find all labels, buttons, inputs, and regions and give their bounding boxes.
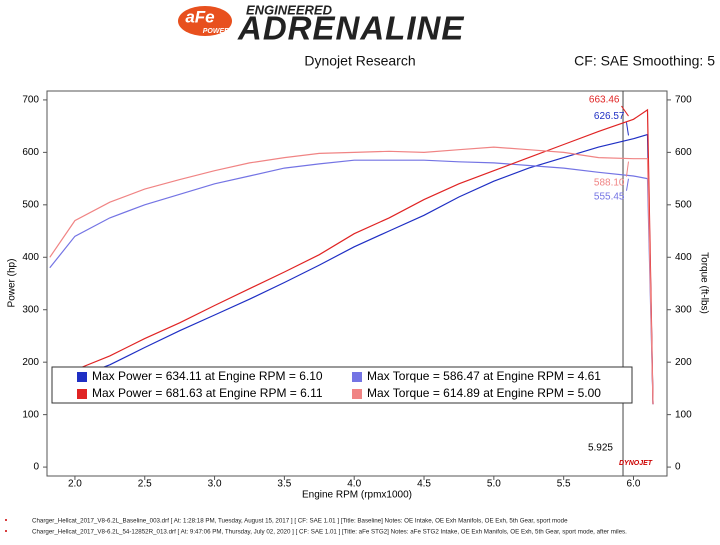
- legend-box: [51, 366, 633, 404]
- subtitle: CF: SAE Smoothing: 5: [574, 53, 715, 69]
- y2-tick-label: 400: [675, 252, 692, 263]
- y-tick-label: 700: [22, 95, 39, 106]
- series-line: [49, 146, 654, 405]
- legend-label: Max Torque = 586.47 at Engine RPM = 4.61: [367, 369, 601, 383]
- annotation-label: 588.10: [594, 177, 625, 188]
- y-axis-label: Power (hp): [7, 259, 18, 308]
- plot-area: [46, 90, 668, 477]
- y2-tick-label: 300: [675, 304, 692, 315]
- y-tick-label: 600: [22, 147, 39, 158]
- annotation-label: 555.45: [594, 191, 625, 202]
- legend-label: Max Torque = 614.89 at Engine RPM = 5.00: [367, 386, 601, 400]
- x-tick-label: 2.5: [138, 479, 152, 490]
- x-tick-label: 6.0: [627, 479, 641, 490]
- legend-swatch: [352, 372, 362, 382]
- y2-tick-label: 700: [675, 95, 692, 106]
- y-tick-label: 100: [22, 409, 39, 420]
- tagline: ENGINEERED: [246, 2, 333, 17]
- y-tick-label: 0: [33, 462, 39, 473]
- annotation-arrow: [621, 105, 629, 117]
- legend-label: Max Power = 681.63 at Engine RPM = 6.11: [92, 386, 323, 400]
- y2-tick-label: 0: [675, 462, 681, 473]
- annotation-arrow: [625, 122, 629, 136]
- x-tick-label: 5.0: [487, 479, 501, 490]
- y2-tick-label: 200: [675, 357, 692, 368]
- y-tick-label: 400: [22, 252, 39, 263]
- y2-axis-label: Torque (ft-lbs): [698, 252, 709, 314]
- legend-swatch: [352, 389, 362, 399]
- y2-tick-label: 600: [675, 147, 692, 158]
- footer-line: Charger_Hellcat_2017_V8-6.2L_54-12852R_0…: [32, 529, 627, 536]
- x-tick-label: 4.0: [347, 479, 361, 490]
- annotation-label: 663.46: [589, 95, 620, 106]
- legend-label: Max Power = 634.11 at Engine RPM = 6.10: [92, 369, 323, 383]
- header-title: ADRENALINE: [237, 10, 464, 47]
- subtitle: Dynojet Research: [304, 53, 415, 69]
- logo-sub: POWER: [203, 28, 229, 35]
- series-line: [74, 133, 654, 405]
- cursor-label: 5.925: [588, 443, 613, 454]
- y-tick-label: 500: [22, 199, 39, 210]
- x-tick-label: 3.0: [208, 479, 222, 490]
- y-tick-label: 300: [22, 304, 39, 315]
- x-axis-label: Engine RPM (rpmx1000): [302, 490, 412, 501]
- y2-tick-label: 500: [675, 199, 692, 210]
- y2-tick-label: 100: [675, 409, 692, 420]
- logo-badge: [178, 6, 232, 36]
- footer-dot: [5, 530, 7, 532]
- x-tick-label: 3.5: [277, 479, 291, 490]
- x-tick-label: 5.5: [557, 479, 571, 490]
- x-tick-label: 4.5: [417, 479, 431, 490]
- annotation-label: 626.57: [594, 111, 625, 122]
- legend-swatch: [77, 389, 87, 399]
- annotation-arrow: [625, 178, 629, 191]
- logo-brand: aFe: [185, 7, 214, 26]
- series-line: [49, 159, 654, 405]
- annotation-arrow: [625, 161, 629, 177]
- x-tick-label: 2.0: [68, 479, 82, 490]
- series-line: [74, 108, 654, 405]
- legend-swatch: [77, 372, 87, 382]
- y-tick-label: 200: [22, 357, 39, 368]
- watermark: DYNOJET: [619, 460, 653, 467]
- footer-dot: [5, 519, 7, 521]
- footer-line: Charger_Hellcat_2017_V8-6.2L_Baseline_00…: [32, 518, 568, 525]
